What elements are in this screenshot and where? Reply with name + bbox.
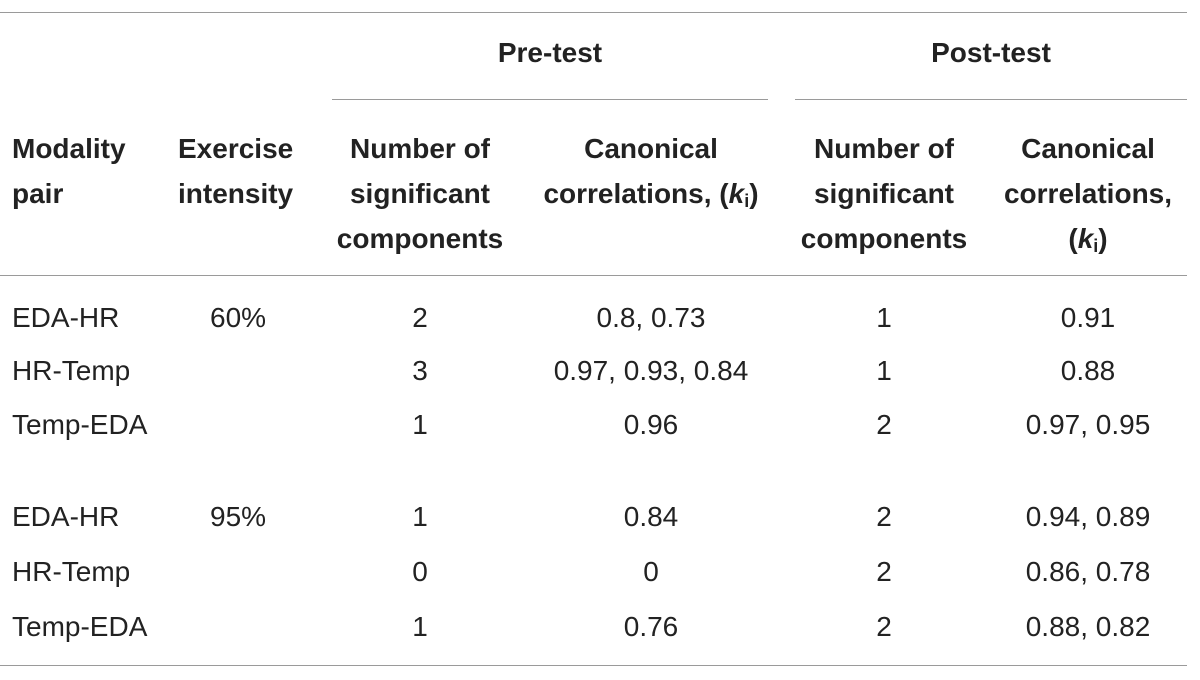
col-header-post-number-line2: significant [813, 178, 954, 209]
col-header-post-canonical-line2: correlations, [1003, 178, 1173, 209]
cell-post-number: 1 [876, 302, 892, 333]
post-group-rule [795, 99, 1187, 100]
i-subscript: i [744, 191, 750, 211]
cell-modality-pair: HR-Temp [12, 556, 131, 587]
cell-modality-pair: EDA-HR [12, 302, 120, 333]
col-header-post-number: Number of significant components [784, 126, 984, 261]
col-header-intensity-line2: intensity [178, 178, 294, 209]
cell-pre-canonical: 0.76 [623, 611, 679, 642]
cell-intensity: 95% [210, 501, 267, 532]
cell-post-number: 2 [876, 409, 892, 440]
cell-modality-pair: HR-Temp [12, 355, 131, 386]
col-header-modality: Modality pair [12, 126, 126, 216]
cell-post-number: 1 [876, 355, 892, 386]
col-header-post-number-line3: components [800, 223, 968, 254]
col-header-pre-number-line1: Number of [350, 133, 490, 164]
pre-group-rule [332, 99, 768, 100]
cell-post-canonical: 0.91 [1060, 302, 1116, 333]
k-symbol: k [1077, 223, 1094, 254]
close-paren: ) [1098, 223, 1108, 254]
group-header-post: Post-test [931, 37, 1051, 68]
cell-pre-number: 0 [412, 556, 428, 587]
cell-pre-canonical: 0 [643, 556, 659, 587]
cell-intensity: 60% [210, 302, 267, 333]
col-header-intensity: Exercise intensity [178, 126, 293, 216]
cell-post-canonical: 0.86, 0.78 [1025, 556, 1151, 587]
cell-pre-number: 1 [412, 501, 428, 532]
i-subscript: i [1093, 236, 1099, 256]
header-rule [0, 275, 1187, 276]
close-paren: ) [749, 178, 759, 209]
cell-post-canonical: 0.97, 0.95 [1025, 409, 1151, 440]
col-header-post-canonical-line3: (ki) [986, 216, 1190, 269]
col-header-pre-canonical-text: correlations, ( [543, 178, 729, 209]
col-header-pre-canonical-line2: correlations, (ki) [520, 171, 782, 224]
cell-post-number: 2 [876, 556, 892, 587]
k-symbol: k [728, 178, 745, 209]
col-header-post-canonical-line1: Canonical [1021, 133, 1155, 164]
bottom-rule [0, 665, 1187, 666]
cell-modality-pair: Temp-EDA [12, 611, 148, 642]
cell-pre-number: 3 [412, 355, 428, 386]
cell-pre-number: 1 [412, 611, 428, 642]
cell-post-canonical: 0.94, 0.89 [1025, 501, 1151, 532]
col-header-modality-line2: pair [12, 178, 64, 209]
col-header-pre-canonical-line1: Canonical [584, 133, 718, 164]
cell-pre-canonical: 0.96 [623, 409, 679, 440]
col-header-intensity-line1: Exercise [178, 133, 294, 164]
cell-pre-canonical: 0.84 [623, 501, 679, 532]
cell-modality-pair: EDA-HR [12, 501, 120, 532]
cell-post-canonical: 0.88 [1060, 355, 1116, 386]
cell-post-number: 2 [876, 501, 892, 532]
cell-post-number: 2 [876, 611, 892, 642]
col-header-post-number-line1: Number of [814, 133, 954, 164]
group-header-pre: Pre-test [497, 37, 603, 68]
cell-pre-number: 1 [412, 409, 428, 440]
open-paren: ( [1068, 223, 1078, 254]
top-rule [0, 12, 1187, 13]
col-header-modality-line1: Modality [12, 133, 126, 164]
cell-post-canonical: 0.88, 0.82 [1025, 611, 1151, 642]
col-header-pre-number-line2: significant [349, 178, 490, 209]
col-header-pre-number: Number of significant components [320, 126, 520, 261]
col-header-pre-number-line3: components [336, 223, 504, 254]
cell-pre-canonical: 0.8, 0.73 [596, 302, 706, 333]
cell-modality-pair: Temp-EDA [12, 409, 148, 440]
col-header-post-canonical: Canonical correlations, (ki) [986, 126, 1190, 269]
cell-pre-canonical: 0.97, 0.93, 0.84 [553, 355, 749, 386]
cell-pre-number: 2 [412, 302, 428, 333]
col-header-pre-canonical: Canonical correlations, (ki) [520, 126, 782, 224]
